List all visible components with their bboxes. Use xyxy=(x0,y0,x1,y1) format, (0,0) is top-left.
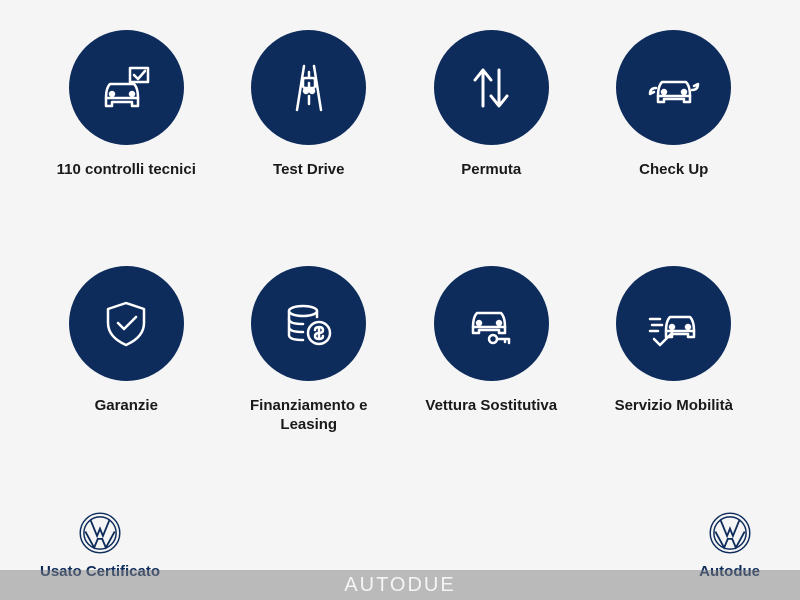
road-icon xyxy=(251,30,366,145)
service-item-garanzie: Garanzie xyxy=(40,266,213,492)
shield-icon xyxy=(69,266,184,381)
service-label: Test Drive xyxy=(273,160,344,180)
service-item-finanziamento: Finanziamento e Leasing xyxy=(223,266,396,492)
service-label: Finanziamento e Leasing xyxy=(223,396,396,435)
service-label: Check Up xyxy=(639,160,708,180)
service-label: Servizio Mobilità xyxy=(615,396,733,416)
vw-logo-icon xyxy=(78,511,122,555)
watermark-overlay: AUTODUE xyxy=(0,570,800,600)
service-item-checkup: Check Up xyxy=(588,30,761,256)
vw-logo-icon xyxy=(708,511,752,555)
car-motion-icon xyxy=(616,266,731,381)
car-key-icon xyxy=(434,266,549,381)
service-label: Vettura Sostitutiva xyxy=(425,396,557,416)
service-label: Garanzie xyxy=(95,396,158,416)
service-item-mobilita: Servizio Mobilità xyxy=(588,266,761,492)
car-check-icon xyxy=(69,30,184,145)
services-grid: 110 controlli tecnici Test Drive Permuta xyxy=(0,0,800,511)
service-label: 110 controlli tecnici xyxy=(57,160,196,180)
service-item-controlli: 110 controlli tecnici xyxy=(40,30,213,256)
service-item-sostitutiva: Vettura Sostitutiva xyxy=(405,266,578,492)
service-item-testdrive: Test Drive xyxy=(223,30,396,256)
exchange-icon xyxy=(434,30,549,145)
car-refresh-icon xyxy=(616,30,731,145)
coins-icon xyxy=(251,266,366,381)
service-item-permuta: Permuta xyxy=(405,30,578,256)
service-label: Permuta xyxy=(461,160,521,180)
